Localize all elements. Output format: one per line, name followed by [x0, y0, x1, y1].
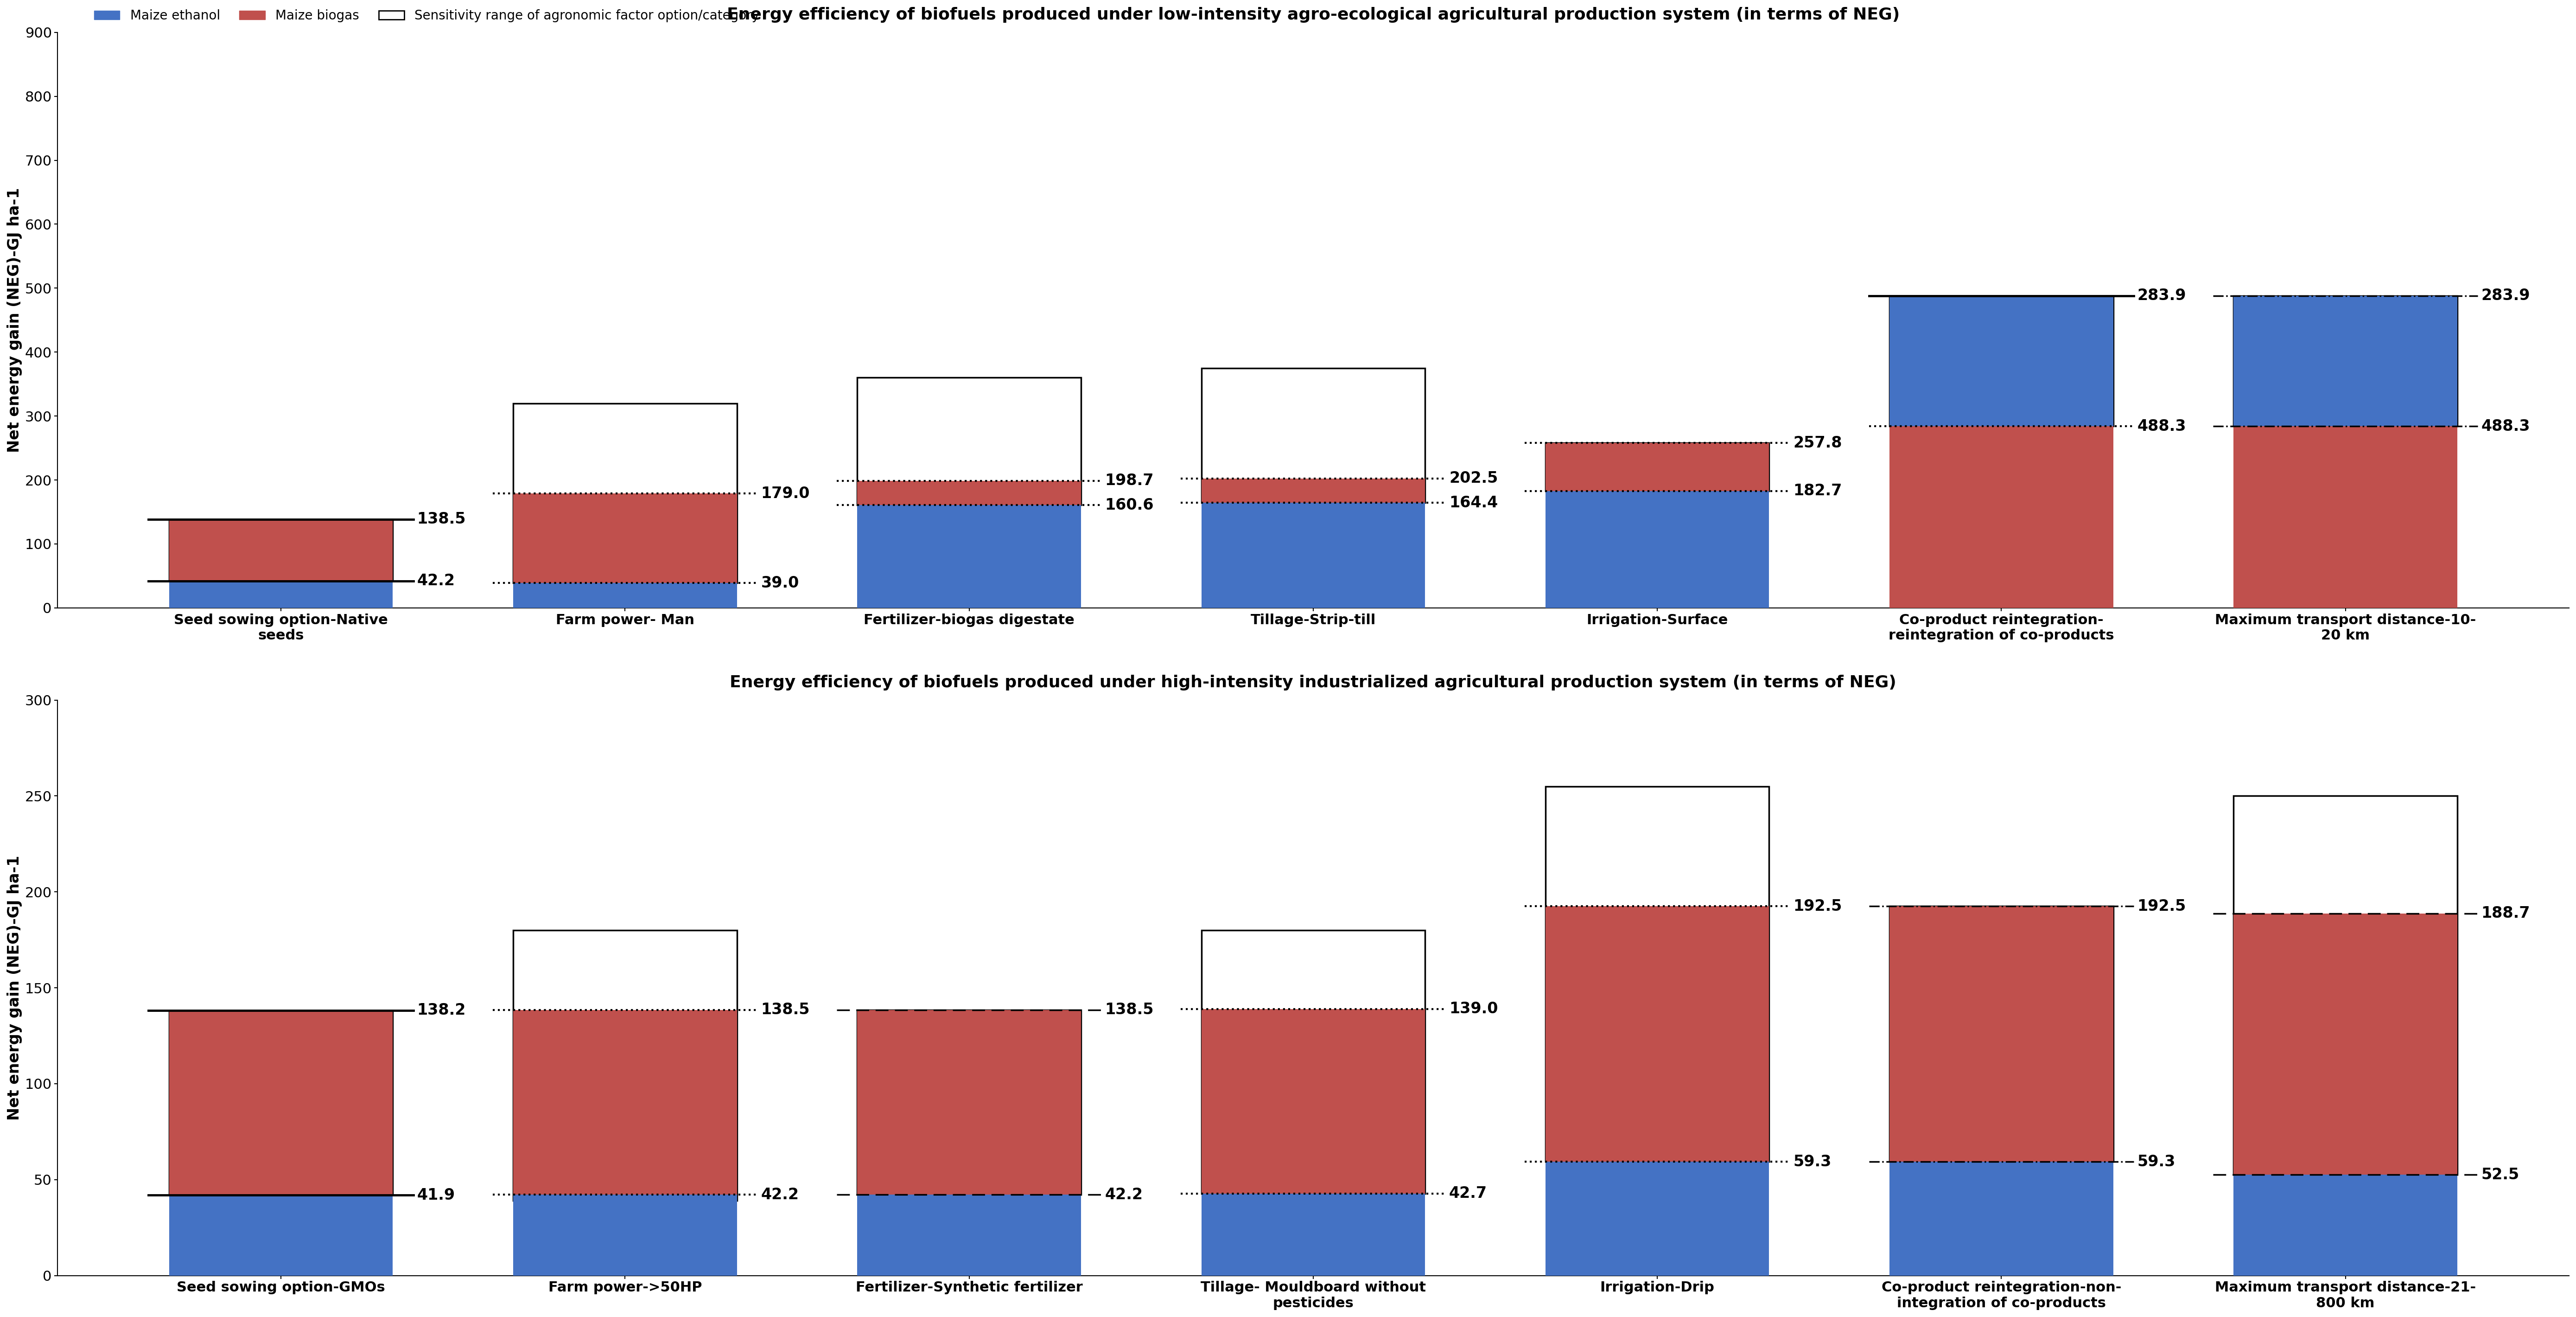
- Bar: [513, 1195, 737, 1276]
- Title: Energy efficiency of biofuels produced under low-intensity agro-ecological agric: Energy efficiency of biofuels produced u…: [726, 7, 1899, 22]
- Text: 488.3: 488.3: [2481, 419, 2530, 435]
- Bar: [2233, 914, 2458, 1175]
- Text: 160.6: 160.6: [1105, 498, 1154, 512]
- Text: 198.7: 198.7: [1105, 473, 1154, 489]
- Bar: [170, 1195, 392, 1276]
- Text: 192.5: 192.5: [2138, 898, 2187, 914]
- Text: 283.9: 283.9: [2481, 288, 2530, 303]
- Bar: [1891, 906, 2112, 1162]
- Bar: [1546, 491, 1770, 608]
- Text: 182.7: 182.7: [1793, 483, 1842, 499]
- Text: 138.5: 138.5: [1105, 1002, 1154, 1018]
- Text: 52.5: 52.5: [2481, 1167, 2519, 1183]
- Title: Energy efficiency of biofuels produced under high-intensity industrialized agric: Energy efficiency of biofuels produced u…: [729, 674, 1896, 690]
- Text: 488.3: 488.3: [2138, 419, 2187, 435]
- Text: 59.3: 59.3: [2138, 1154, 2174, 1169]
- Text: 139.0: 139.0: [1450, 1001, 1499, 1017]
- Text: 42.2: 42.2: [760, 1187, 799, 1202]
- Bar: [170, 519, 392, 581]
- Text: 42.2: 42.2: [1105, 1187, 1144, 1202]
- Text: 59.3: 59.3: [1793, 1154, 1832, 1169]
- Bar: [1891, 427, 2112, 608]
- Bar: [2233, 295, 2458, 427]
- Bar: [858, 506, 1082, 608]
- Legend: Maize ethanol, Maize biogas, Sensitivity range of agronomic factor option/catego: Maize ethanol, Maize biogas, Sensitivity…: [88, 4, 765, 28]
- Bar: [858, 481, 1082, 506]
- Text: 283.9: 283.9: [2138, 288, 2187, 303]
- Bar: [1891, 295, 2112, 608]
- Text: 164.4: 164.4: [1450, 495, 1497, 511]
- Bar: [170, 519, 392, 581]
- Text: 39.0: 39.0: [760, 576, 799, 590]
- Bar: [513, 403, 737, 583]
- Text: 138.5: 138.5: [760, 1002, 809, 1018]
- Bar: [1891, 1162, 2112, 1276]
- Bar: [1200, 478, 1425, 503]
- Bar: [2233, 427, 2458, 608]
- Text: 42.2: 42.2: [417, 573, 456, 589]
- Bar: [513, 1010, 737, 1195]
- Bar: [170, 581, 392, 608]
- Bar: [513, 930, 737, 1201]
- Bar: [1546, 443, 1770, 491]
- Bar: [1200, 930, 1425, 1193]
- Bar: [1546, 443, 1770, 491]
- Y-axis label: Net energy gain (NEG)-GJ ha-1: Net energy gain (NEG)-GJ ha-1: [8, 187, 23, 453]
- Bar: [2233, 295, 2458, 608]
- Bar: [1200, 503, 1425, 608]
- Text: 138.5: 138.5: [417, 512, 466, 527]
- Bar: [1200, 1193, 1425, 1276]
- Bar: [513, 494, 737, 583]
- Text: 138.2: 138.2: [417, 1002, 466, 1018]
- Bar: [170, 1010, 392, 1195]
- Bar: [1891, 906, 2112, 1162]
- Y-axis label: Net energy gain (NEG)-GJ ha-1: Net energy gain (NEG)-GJ ha-1: [8, 855, 23, 1121]
- Bar: [1200, 367, 1425, 503]
- Text: 192.5: 192.5: [1793, 898, 1842, 914]
- Bar: [1546, 786, 1770, 1162]
- Text: 42.7: 42.7: [1450, 1187, 1486, 1201]
- Bar: [2233, 1175, 2458, 1276]
- Bar: [2233, 795, 2458, 1175]
- Bar: [1546, 906, 1770, 1162]
- Text: 41.9: 41.9: [417, 1188, 456, 1202]
- Text: 179.0: 179.0: [760, 486, 809, 500]
- Text: 202.5: 202.5: [1450, 470, 1497, 486]
- Text: 188.7: 188.7: [2481, 906, 2530, 921]
- Bar: [513, 583, 737, 608]
- Bar: [858, 1010, 1082, 1195]
- Bar: [858, 1195, 1082, 1276]
- Bar: [858, 378, 1082, 506]
- Bar: [170, 1010, 392, 1195]
- Bar: [1546, 1162, 1770, 1276]
- Text: 257.8: 257.8: [1793, 436, 1842, 450]
- Bar: [1200, 1009, 1425, 1193]
- Bar: [858, 1010, 1082, 1195]
- Bar: [1891, 295, 2112, 427]
